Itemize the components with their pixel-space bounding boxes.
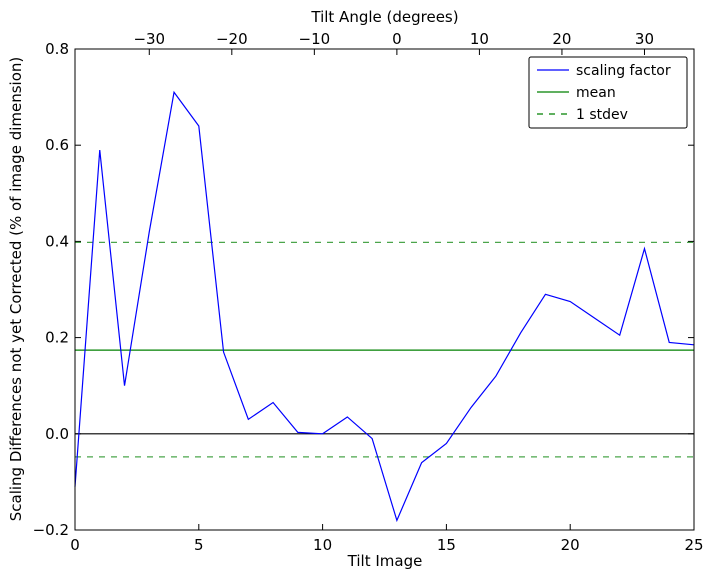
x-tick-label: 0 — [70, 536, 80, 554]
x-tick-label: 5 — [194, 536, 204, 554]
legend-label-scaling-factor: scaling factor — [576, 63, 671, 79]
plot-frame — [74, 48, 695, 531]
legend-box — [528, 56, 688, 129]
top-tick-label: 0 — [392, 30, 402, 48]
scaling-factor-line — [74, 90, 695, 523]
x-tick-label: 25 — [684, 536, 703, 554]
y-tick-label: 0.2 — [45, 329, 69, 347]
y-tick-label: 0.0 — [45, 425, 69, 443]
top-tick-label: −10 — [299, 30, 331, 48]
legend-label-mean: mean — [576, 85, 616, 101]
top-axis-title: Tilt Angle (degrees) — [310, 8, 458, 26]
y-tick-label: 0.4 — [45, 232, 69, 250]
series-layer — [74, 90, 695, 523]
y-tick-label: 0.8 — [45, 40, 69, 58]
top-tick-label: 20 — [552, 30, 571, 48]
ticks: 0 5 10 15 20 25 −0.2 0.0 0.2 0.4 0.6 0.8 −30 −20 −10 0 1… — [33, 30, 704, 554]
legend: scaling factor mean 1 stdev — [528, 56, 688, 129]
x-tick-label: 15 — [437, 536, 456, 554]
x-axis-title: Tilt Image — [347, 552, 423, 570]
x-tick-label: 10 — [313, 536, 332, 554]
y-tick-label: 0.6 — [45, 136, 69, 154]
legend-label-1-stdev: 1 stdev — [576, 107, 628, 123]
top-tick-label: 10 — [470, 30, 489, 48]
top-tick-label: −30 — [133, 30, 165, 48]
top-tick-label: −20 — [216, 30, 248, 48]
y-tick-label: −0.2 — [33, 521, 69, 539]
y-axis-title: Scaling Differences not yet Corrected (%… — [7, 57, 25, 522]
top-tick-label: 30 — [635, 30, 654, 48]
x-tick-label: 20 — [561, 536, 580, 554]
